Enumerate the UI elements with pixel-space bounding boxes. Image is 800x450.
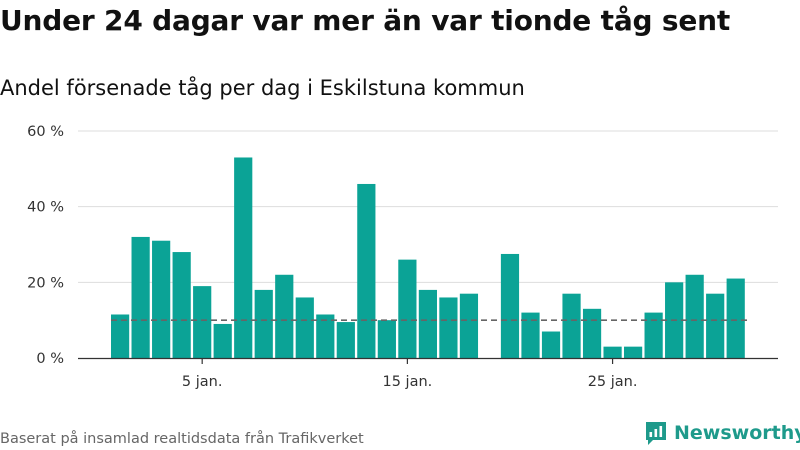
bar bbox=[459, 293, 479, 358]
bar bbox=[541, 331, 561, 358]
bar bbox=[336, 322, 355, 358]
bar bbox=[500, 253, 520, 358]
bar bbox=[152, 240, 171, 358]
bar bbox=[234, 157, 253, 358]
bar bbox=[131, 236, 150, 358]
x-tick-label: 25 jan. bbox=[588, 374, 638, 390]
bar bbox=[275, 274, 294, 358]
bar bbox=[603, 346, 622, 358]
bar bbox=[582, 308, 602, 358]
bar bbox=[706, 293, 725, 358]
brand-logo: Newsworthy bbox=[644, 420, 800, 446]
bar bbox=[726, 278, 745, 358]
bar bbox=[172, 252, 191, 358]
bar bbox=[644, 312, 663, 358]
grid-lines bbox=[78, 130, 778, 283]
y-tick-label: 20 % bbox=[27, 275, 64, 291]
newsworthy-logo-icon bbox=[646, 422, 666, 445]
bar-chart: 0 % 20 % 40 % 60 % 5 jan. 15 jan. 25 jan. bbox=[27, 124, 778, 390]
bar bbox=[624, 346, 643, 358]
y-tick-label: 0 % bbox=[36, 351, 64, 367]
bar bbox=[521, 312, 540, 358]
y-tick-label: 40 % bbox=[27, 200, 64, 216]
bar bbox=[213, 323, 232, 358]
source-note: Baserat på insamlad realtidsdata från Tr… bbox=[0, 431, 364, 447]
x-axis-labels: 5 jan. 15 jan. 25 jan. bbox=[182, 374, 638, 390]
y-tick-label: 60 % bbox=[27, 124, 64, 140]
bar bbox=[111, 314, 130, 358]
x-tick-label: 5 jan. bbox=[182, 374, 223, 390]
brand-name: Newsworthy bbox=[674, 422, 800, 444]
bar bbox=[398, 259, 417, 358]
chart-subtitle: Andel försenade tåg per dag i Eskilstuna… bbox=[0, 76, 525, 100]
bar bbox=[295, 297, 314, 358]
bar bbox=[316, 314, 335, 358]
bar bbox=[377, 320, 396, 358]
chart-title: Under 24 dagar var mer än var tionde tåg… bbox=[0, 4, 731, 37]
bar bbox=[562, 293, 581, 358]
bar bbox=[418, 289, 437, 358]
bar bbox=[254, 289, 273, 358]
bars bbox=[111, 157, 745, 358]
bar bbox=[685, 274, 704, 358]
bar bbox=[439, 297, 458, 358]
x-tick-label: 15 jan. bbox=[382, 374, 432, 390]
bar bbox=[193, 286, 212, 358]
bar bbox=[357, 183, 376, 358]
x-axis bbox=[78, 357, 778, 364]
y-axis-labels: 0 % 20 % 40 % 60 % bbox=[27, 124, 64, 367]
